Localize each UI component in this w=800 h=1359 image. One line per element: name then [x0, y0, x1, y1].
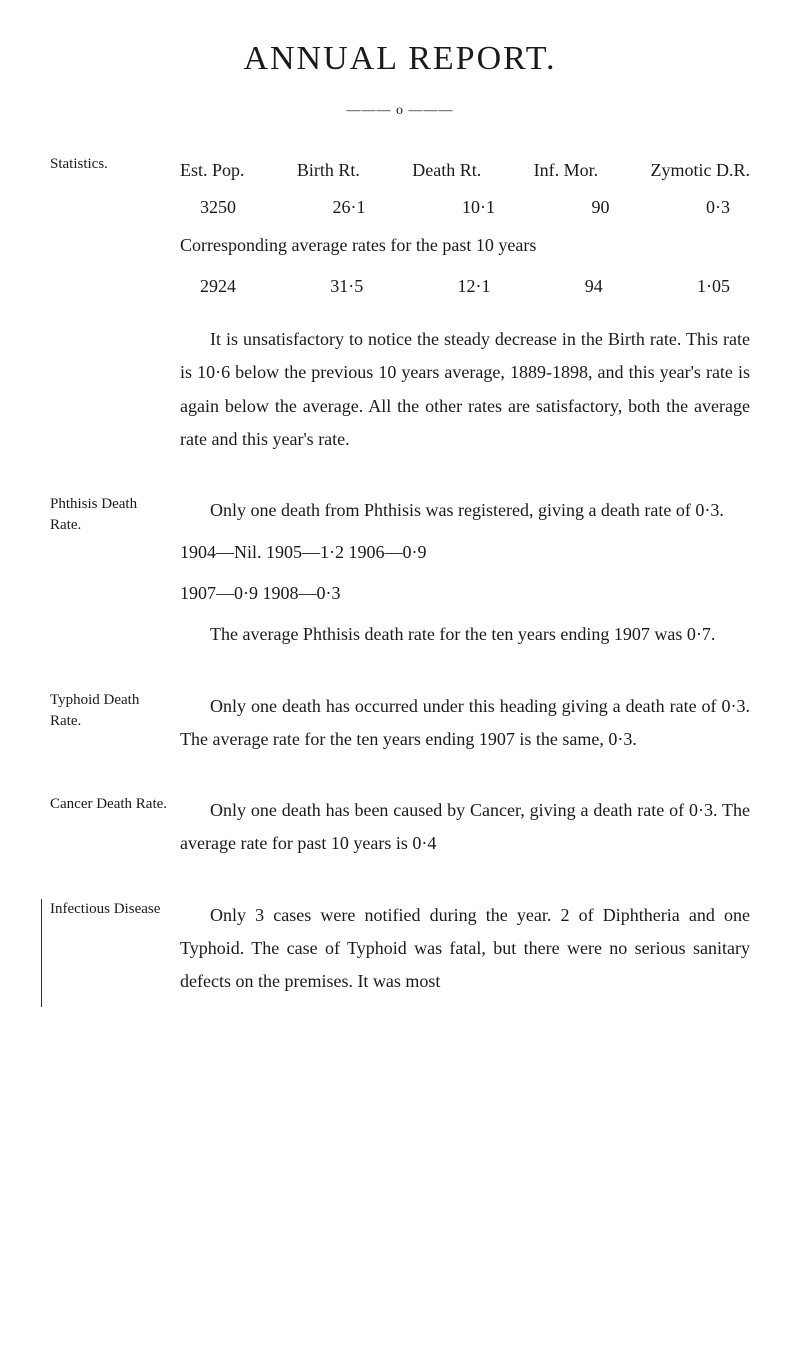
- cancer-para: Only one death has been caused by Cancer…: [180, 794, 750, 861]
- col-header: Death Rt.: [412, 154, 481, 187]
- stat-value: 12·1: [458, 270, 491, 303]
- statistics-content: Est. Pop. Birth Rt. Death Rt. Inf. Mor. …: [180, 154, 750, 464]
- stat-value: 2924: [200, 270, 236, 303]
- infectious-para: Only 3 cases were notified during the ye…: [180, 899, 750, 999]
- stat-value: 31·5: [330, 270, 363, 303]
- report-title: ANNUAL REPORT.: [50, 40, 750, 78]
- phthisis-label: Phthisis Death Rate.: [50, 494, 180, 659]
- stat-data-row: 3250 26·1 10·1 90 0·3: [180, 191, 750, 224]
- col-header: Zymotic D.R.: [650, 154, 750, 187]
- stat-data-row: 2924 31·5 12·1 94 1·05: [180, 270, 750, 303]
- cancer-label: Cancer Death Rate.: [50, 794, 180, 869]
- phthisis-years2: 1907—0·9 1908—0·3: [180, 577, 750, 610]
- phthisis-para1: Only one death from Phthisis was registe…: [180, 494, 750, 527]
- phthisis-years1: 1904—Nil. 1905—1·2 1906—0·9: [180, 536, 750, 569]
- infectious-section: Infectious Disease Only 3 cases were not…: [41, 899, 750, 1007]
- stat-value: 3250: [200, 191, 236, 224]
- stat-value: 1·05: [697, 270, 730, 303]
- corresponding-text: Corresponding average rates for the past…: [180, 229, 750, 262]
- typhoid-section: Typhoid Death Rate. Only one death has o…: [50, 690, 750, 765]
- infectious-label: Infectious Disease: [50, 899, 180, 1007]
- ornament-divider: ——— o ———: [50, 103, 750, 119]
- typhoid-para: Only one death has occurred under this h…: [180, 690, 750, 757]
- phthisis-content: Only one death from Phthisis was registe…: [180, 494, 750, 659]
- typhoid-content: Only one death has occurred under this h…: [180, 690, 750, 765]
- statistics-label: Statistics.: [50, 154, 180, 464]
- col-header: Inf. Mor.: [534, 154, 599, 187]
- stat-value: 90: [592, 191, 610, 224]
- document-page: ANNUAL REPORT. ——— o ——— Statistics. Est…: [0, 0, 800, 1077]
- stat-header-row: Est. Pop. Birth Rt. Death Rt. Inf. Mor. …: [180, 154, 750, 187]
- statistics-section: Statistics. Est. Pop. Birth Rt. Death Rt…: [50, 154, 750, 464]
- stat-value: 0·3: [706, 191, 730, 224]
- stat-value: 26·1: [333, 191, 366, 224]
- phthisis-section: Phthisis Death Rate. Only one death from…: [50, 494, 750, 659]
- cancer-section: Cancer Death Rate. Only one death has be…: [50, 794, 750, 869]
- stat-value: 94: [585, 270, 603, 303]
- cancer-content: Only one death has been caused by Cancer…: [180, 794, 750, 869]
- typhoid-label: Typhoid Death Rate.: [50, 690, 180, 765]
- stat-value: 10·1: [462, 191, 495, 224]
- infectious-content: Only 3 cases were notified during the ye…: [180, 899, 750, 1007]
- col-header: Birth Rt.: [297, 154, 360, 187]
- statistics-paragraph: It is unsatisfactory to notice the stead…: [180, 323, 750, 456]
- col-header: Est. Pop.: [180, 154, 245, 187]
- phthisis-para2: The average Phthisis death rate for the …: [180, 618, 750, 651]
